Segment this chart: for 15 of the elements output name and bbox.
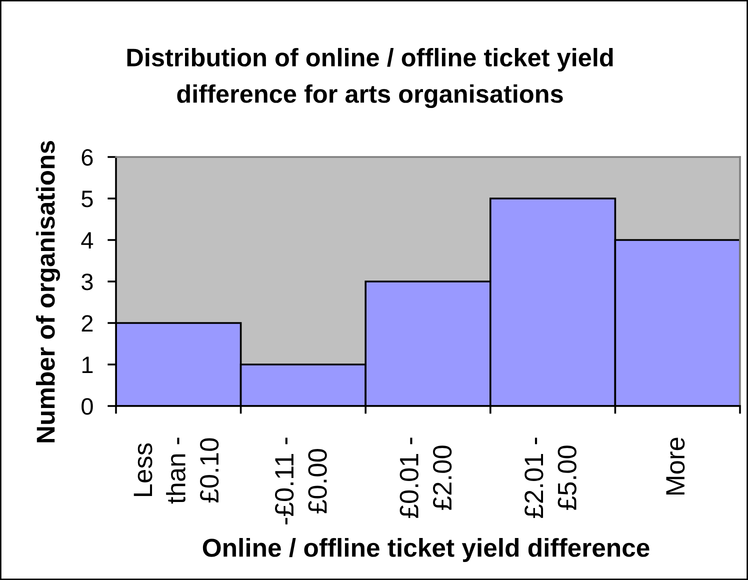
- y-axis-title: Number of organisations: [36, 141, 60, 442]
- x-tick-label: More: [666, 438, 685, 495]
- x-tick-label: -£0.11 - £0.00: [274, 438, 327, 524]
- y-tick-label: 1: [82, 356, 93, 374]
- x-tick-label: Less than - £0.10: [134, 438, 219, 504]
- y-tick-label: 6: [82, 149, 93, 166]
- x-axis-title: Online / offline ticket yield difference: [202, 538, 650, 562]
- y-tick-label: 2: [82, 315, 93, 332]
- y-tick-label: 4: [81, 232, 94, 249]
- x-tick-label: £0.01 - £2.00: [400, 438, 452, 518]
- y-tick-label: 0: [82, 398, 93, 415]
- y-tick-label: 3: [82, 274, 93, 290]
- chart-title: Distribution of online / offline ticket yield difference for arts organisations: [127, 48, 613, 108]
- y-tick-label: 5: [82, 190, 93, 208]
- x-tick-label: £2.01 - £5.00: [524, 438, 576, 518]
